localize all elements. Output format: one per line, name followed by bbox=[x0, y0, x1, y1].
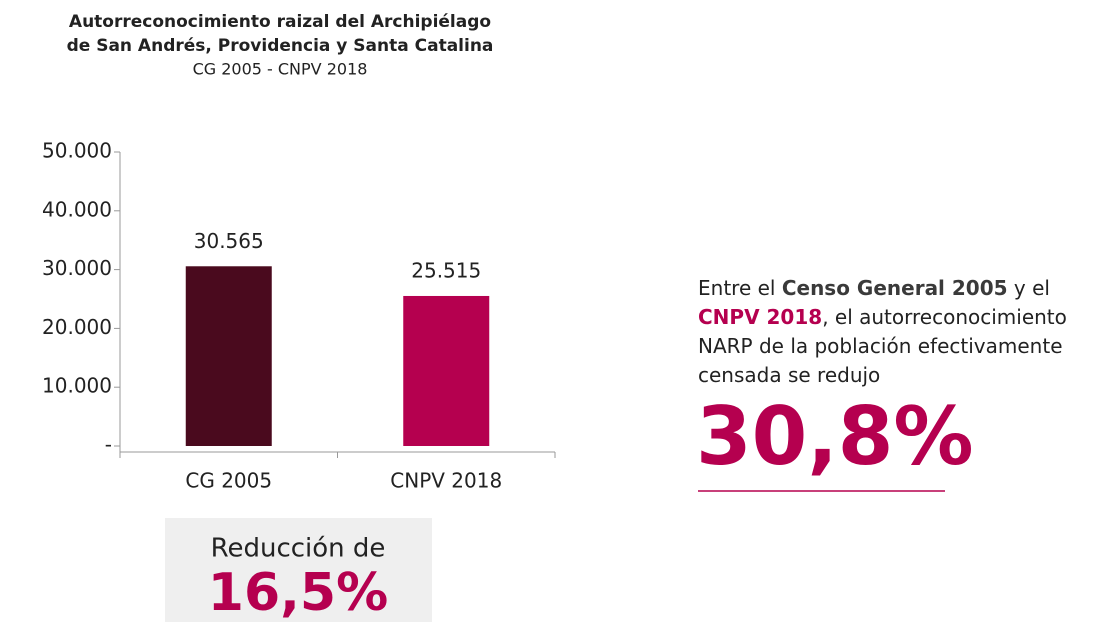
note-segment: Censo General 2005 bbox=[782, 276, 1008, 300]
note-line: Entre el Censo General 2005 y el bbox=[698, 276, 1050, 300]
y-tick-label: 30.000 bbox=[42, 256, 112, 280]
note-segment: , el autorreconocimiento bbox=[822, 305, 1067, 329]
reduction-label: Reducción de bbox=[211, 534, 386, 564]
note-segment: Entre el bbox=[698, 276, 782, 300]
note-line: NARP de la población efectivamente bbox=[698, 334, 1063, 358]
note-segment: censada se redujo bbox=[698, 363, 880, 387]
reduction-box bbox=[165, 518, 432, 622]
y-tick-label: 50.000 bbox=[42, 139, 112, 163]
value-label: 25.515 bbox=[411, 258, 481, 282]
chart-subtitle: CG 2005 - CNPV 2018 bbox=[193, 60, 368, 79]
chart-title: Autorreconocimiento raizal del Archipiél… bbox=[69, 12, 491, 32]
note-segment: y el bbox=[1008, 276, 1050, 300]
value-label: 30.565 bbox=[194, 229, 264, 253]
highlight-value: 30,8% bbox=[696, 390, 974, 483]
note-line: censada se redujo bbox=[698, 363, 880, 387]
y-tick-label: 40.000 bbox=[42, 197, 112, 221]
bar bbox=[185, 266, 272, 446]
y-tick-label: 10.000 bbox=[42, 374, 112, 398]
x-tick-label: CNPV 2018 bbox=[390, 469, 502, 493]
y-tick-label: 20.000 bbox=[42, 315, 112, 339]
note-segment: NARP de la población efectivamente bbox=[698, 334, 1063, 358]
reduction-value: 16,5% bbox=[208, 563, 388, 622]
chart-title: de San Andrés, Providencia y Santa Catal… bbox=[67, 36, 494, 56]
y-tick-label: - bbox=[105, 433, 112, 457]
note-line: CNPV 2018, el autorreconocimiento bbox=[698, 305, 1067, 329]
x-tick-label: CG 2005 bbox=[185, 469, 272, 493]
note-segment: CNPV 2018 bbox=[698, 305, 822, 329]
bar bbox=[403, 295, 490, 446]
